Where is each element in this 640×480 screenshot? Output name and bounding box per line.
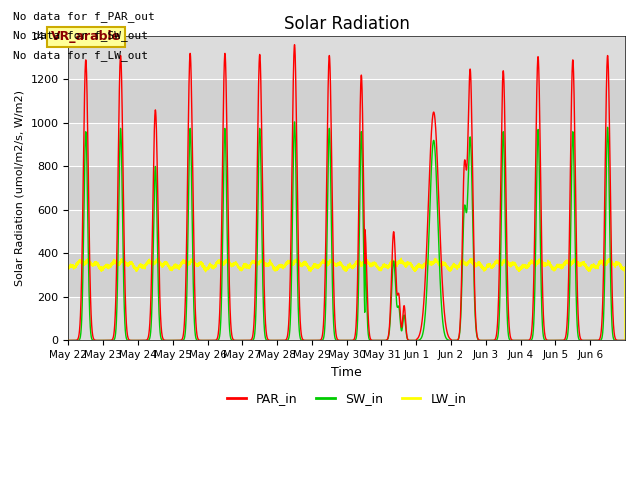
- SW_in: [477, 337, 485, 343]
- Y-axis label: Solar Radiation (umol/m2/s, W/m2): Solar Radiation (umol/m2/s, W/m2): [15, 90, 25, 286]
- Text: No data for f_SW_out: No data for f_SW_out: [13, 30, 148, 41]
- Line: SW_in: SW_in: [68, 122, 625, 340]
- Text: VR_arable: VR_arable: [51, 30, 121, 43]
- PAR_in: [266, 337, 274, 343]
- Line: PAR_in: PAR_in: [68, 45, 625, 340]
- PAR_in: [507, 336, 515, 341]
- SW_in: [394, 304, 402, 310]
- Bar: [68, 167, 625, 210]
- PAR_in: [394, 292, 402, 298]
- PAR_in: [93, 337, 100, 343]
- LW_in: [507, 264, 515, 269]
- PAR_in: [291, 42, 298, 48]
- Bar: [68, 253, 625, 297]
- Title: Solar Radiation: Solar Radiation: [284, 15, 410, 33]
- LW_in: [397, 255, 405, 261]
- SW_in: [65, 337, 72, 343]
- Text: No data for f_LW_out: No data for f_LW_out: [13, 49, 148, 60]
- SW_in: [507, 337, 515, 343]
- PAR_in: [477, 337, 485, 343]
- SW_in: [621, 337, 629, 343]
- Text: No data for f_PAR_out: No data for f_PAR_out: [13, 11, 154, 22]
- LW_in: [65, 265, 72, 271]
- LW_in: [93, 260, 100, 266]
- Legend: PAR_in, SW_in, LW_in: PAR_in, SW_in, LW_in: [222, 387, 471, 410]
- X-axis label: Time: Time: [332, 366, 362, 379]
- LW_in: [419, 265, 426, 271]
- PAR_in: [419, 318, 426, 324]
- LW_in: [621, 337, 629, 343]
- LW_in: [394, 260, 401, 266]
- Bar: [68, 80, 625, 123]
- LW_in: [477, 263, 485, 269]
- SW_in: [419, 333, 426, 339]
- SW_in: [266, 337, 274, 343]
- PAR_in: [65, 337, 72, 343]
- LW_in: [266, 262, 274, 268]
- PAR_in: [621, 337, 629, 343]
- Line: LW_in: LW_in: [68, 258, 625, 340]
- SW_in: [291, 119, 298, 125]
- SW_in: [93, 337, 100, 343]
